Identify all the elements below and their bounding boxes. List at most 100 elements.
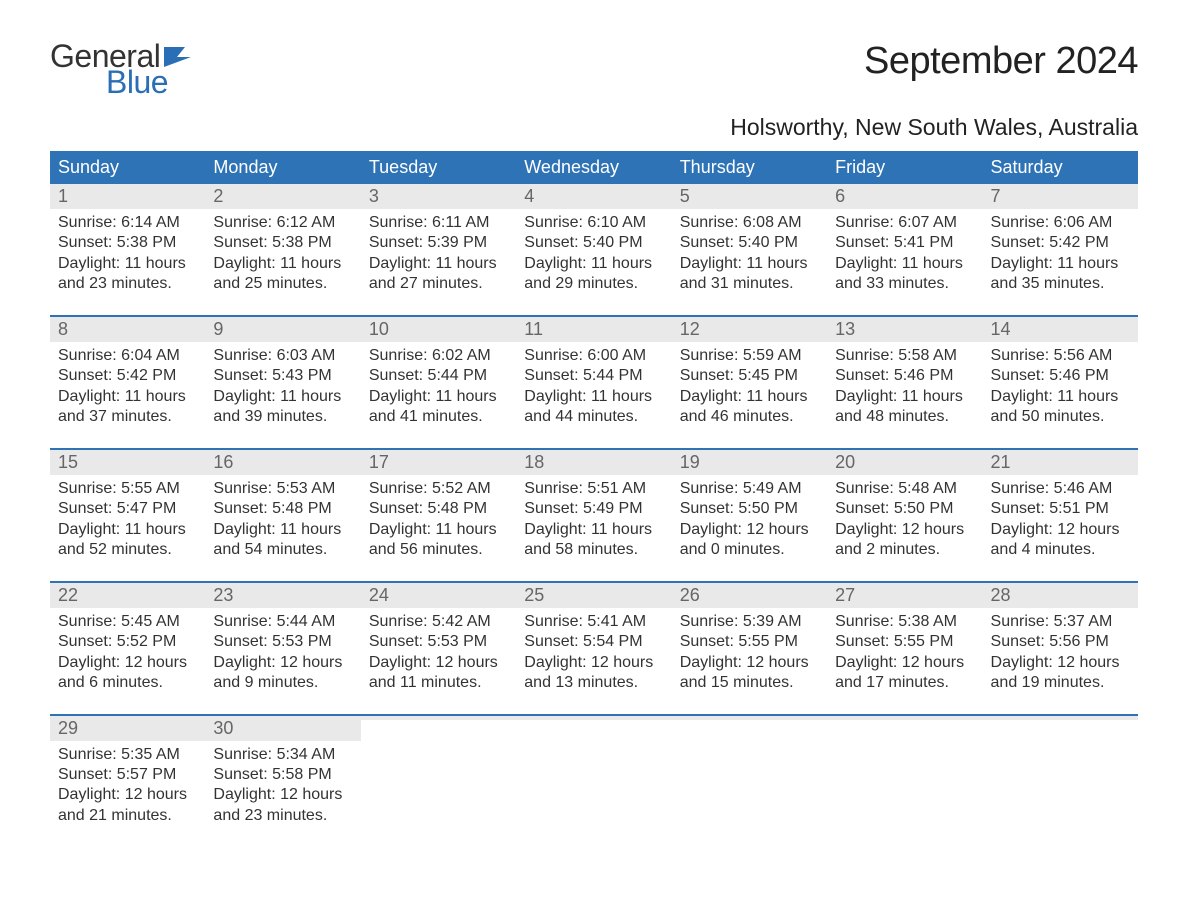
daylight-text: Daylight: 12 hours and 13 minutes.	[524, 653, 663, 694]
weekday-header: Wednesday	[516, 151, 671, 184]
calendar-day: 9Sunrise: 6:03 AMSunset: 5:43 PMDaylight…	[205, 317, 360, 448]
day-data: Sunrise: 6:10 AMSunset: 5:40 PMDaylight:…	[516, 209, 671, 295]
sunrise-text: Sunrise: 6:08 AM	[680, 213, 819, 233]
weekday-header: Sunday	[50, 151, 205, 184]
calendar-week: 1Sunrise: 6:14 AMSunset: 5:38 PMDaylight…	[50, 184, 1138, 315]
sunset-text: Sunset: 5:54 PM	[524, 632, 663, 652]
sunset-text: Sunset: 5:55 PM	[680, 632, 819, 652]
sunrise-text: Sunrise: 5:38 AM	[835, 612, 974, 632]
sunrise-text: Sunrise: 6:03 AM	[213, 346, 352, 366]
daylight-text: Daylight: 11 hours and 33 minutes.	[835, 254, 974, 295]
daylight-text: Daylight: 11 hours and 29 minutes.	[524, 254, 663, 295]
sunrise-text: Sunrise: 5:56 AM	[991, 346, 1130, 366]
calendar-day: 7Sunrise: 6:06 AMSunset: 5:42 PMDaylight…	[983, 184, 1138, 315]
day-number: 15	[50, 450, 205, 475]
day-number: 16	[205, 450, 360, 475]
sunset-text: Sunset: 5:51 PM	[991, 499, 1130, 519]
sunset-text: Sunset: 5:46 PM	[835, 366, 974, 386]
logo: General Blue	[50, 40, 193, 98]
day-data: Sunrise: 5:48 AMSunset: 5:50 PMDaylight:…	[827, 475, 982, 561]
sunset-text: Sunset: 5:39 PM	[369, 233, 508, 253]
sunrise-text: Sunrise: 6:12 AM	[213, 213, 352, 233]
day-number: 26	[672, 583, 827, 608]
calendar-day: 12Sunrise: 5:59 AMSunset: 5:45 PMDayligh…	[672, 317, 827, 448]
day-data: Sunrise: 5:46 AMSunset: 5:51 PMDaylight:…	[983, 475, 1138, 561]
location-text: Holsworthy, New South Wales, Australia	[50, 114, 1138, 141]
calendar-week: 22Sunrise: 5:45 AMSunset: 5:52 PMDayligh…	[50, 581, 1138, 714]
calendar-day: 4Sunrise: 6:10 AMSunset: 5:40 PMDaylight…	[516, 184, 671, 315]
daylight-text: Daylight: 11 hours and 52 minutes.	[58, 520, 197, 561]
calendar-day: 19Sunrise: 5:49 AMSunset: 5:50 PMDayligh…	[672, 450, 827, 581]
weekday-header: Friday	[827, 151, 982, 184]
day-number: 24	[361, 583, 516, 608]
calendar-week: 15Sunrise: 5:55 AMSunset: 5:47 PMDayligh…	[50, 448, 1138, 581]
sunset-text: Sunset: 5:55 PM	[835, 632, 974, 652]
weekday-header: Tuesday	[361, 151, 516, 184]
sunrise-text: Sunrise: 6:00 AM	[524, 346, 663, 366]
calendar-day: 13Sunrise: 5:58 AMSunset: 5:46 PMDayligh…	[827, 317, 982, 448]
calendar-day: 2Sunrise: 6:12 AMSunset: 5:38 PMDaylight…	[205, 184, 360, 315]
daylight-text: Daylight: 11 hours and 48 minutes.	[835, 387, 974, 428]
day-number: 11	[516, 317, 671, 342]
sunrise-text: Sunrise: 6:06 AM	[991, 213, 1130, 233]
sunset-text: Sunset: 5:46 PM	[991, 366, 1130, 386]
day-data: Sunrise: 5:39 AMSunset: 5:55 PMDaylight:…	[672, 608, 827, 694]
daylight-text: Daylight: 12 hours and 11 minutes.	[369, 653, 508, 694]
sunrise-text: Sunrise: 5:34 AM	[213, 745, 352, 765]
sunset-text: Sunset: 5:52 PM	[58, 632, 197, 652]
day-data: Sunrise: 5:49 AMSunset: 5:50 PMDaylight:…	[672, 475, 827, 561]
sunset-text: Sunset: 5:47 PM	[58, 499, 197, 519]
sunset-text: Sunset: 5:50 PM	[835, 499, 974, 519]
sunset-text: Sunset: 5:38 PM	[213, 233, 352, 253]
day-data: Sunrise: 5:58 AMSunset: 5:46 PMDaylight:…	[827, 342, 982, 428]
sunrise-text: Sunrise: 6:04 AM	[58, 346, 197, 366]
calendar: SundayMondayTuesdayWednesdayThursdayFrid…	[50, 151, 1138, 846]
sunrise-text: Sunrise: 6:07 AM	[835, 213, 974, 233]
sunrise-text: Sunrise: 6:10 AM	[524, 213, 663, 233]
daylight-text: Daylight: 12 hours and 6 minutes.	[58, 653, 197, 694]
day-data: Sunrise: 6:00 AMSunset: 5:44 PMDaylight:…	[516, 342, 671, 428]
sunset-text: Sunset: 5:48 PM	[213, 499, 352, 519]
calendar-day: 11Sunrise: 6:00 AMSunset: 5:44 PMDayligh…	[516, 317, 671, 448]
calendar-day: 18Sunrise: 5:51 AMSunset: 5:49 PMDayligh…	[516, 450, 671, 581]
day-number: 12	[672, 317, 827, 342]
day-number: 22	[50, 583, 205, 608]
sunset-text: Sunset: 5:58 PM	[213, 765, 352, 785]
day-number: 23	[205, 583, 360, 608]
calendar-week: 29Sunrise: 5:35 AMSunset: 5:57 PMDayligh…	[50, 714, 1138, 847]
daylight-text: Daylight: 11 hours and 44 minutes.	[524, 387, 663, 428]
daylight-text: Daylight: 12 hours and 9 minutes.	[213, 653, 352, 694]
daylight-text: Daylight: 12 hours and 4 minutes.	[991, 520, 1130, 561]
sunrise-text: Sunrise: 5:51 AM	[524, 479, 663, 499]
sunrise-text: Sunrise: 6:14 AM	[58, 213, 197, 233]
day-number: 28	[983, 583, 1138, 608]
calendar-day: 25 Sunrise: 5:41 AMSunset: 5:54 PMDayligh…	[516, 583, 671, 714]
calendar-day: 23 Sunrise: 5:44 AMSunset: 5:53 PMDayligh…	[205, 583, 360, 714]
sunset-text: Sunset: 5:41 PM	[835, 233, 974, 253]
sunrise-text: Sunrise: 5:41 AM	[524, 612, 663, 632]
day-data: Sunrise: 5:52 AMSunset: 5:48 PMDaylight:…	[361, 475, 516, 561]
day-data: Sunrise: 6:02 AMSunset: 5:44 PMDaylight:…	[361, 342, 516, 428]
day-number: 29	[50, 716, 205, 741]
sunset-text: Sunset: 5:40 PM	[524, 233, 663, 253]
day-number: 5	[672, 184, 827, 209]
sunset-text: Sunset: 5:40 PM	[680, 233, 819, 253]
day-data: Sunrise: 6:03 AMSunset: 5:43 PMDaylight:…	[205, 342, 360, 428]
calendar-day: 27Sunrise: 5:38 AMSunset: 5:55 PMDayligh…	[827, 583, 982, 714]
day-data: Sunrise: 5:55 AMSunset: 5:47 PMDaylight:…	[50, 475, 205, 561]
sunset-text: Sunset: 5:53 PM	[369, 632, 508, 652]
day-data: Sunrise: 5:34 AMSunset: 5:58 PMDaylight:…	[205, 741, 360, 827]
calendar-week: 8Sunrise: 6:04 AMSunset: 5:42 PMDaylight…	[50, 315, 1138, 448]
sunset-text: Sunset: 5:56 PM	[991, 632, 1130, 652]
day-data: Sunrise: 6:06 AMSunset: 5:42 PMDaylight:…	[983, 209, 1138, 295]
daylight-text: Daylight: 12 hours and 15 minutes.	[680, 653, 819, 694]
calendar-day: 16Sunrise: 5:53 AMSunset: 5:48 PMDayligh…	[205, 450, 360, 581]
sunrise-text: Sunrise: 5:49 AM	[680, 479, 819, 499]
sunset-text: Sunset: 5:53 PM	[213, 632, 352, 652]
day-number: 25	[516, 583, 671, 608]
daylight-text: Daylight: 11 hours and 35 minutes.	[991, 254, 1130, 295]
daylight-text: Daylight: 11 hours and 46 minutes.	[680, 387, 819, 428]
sunrise-text: Sunrise: 5:44 AM	[213, 612, 352, 632]
day-data: Sunrise: 5:56 AMSunset: 5:46 PMDaylight:…	[983, 342, 1138, 428]
sunrise-text: Sunrise: 5:48 AM	[835, 479, 974, 499]
